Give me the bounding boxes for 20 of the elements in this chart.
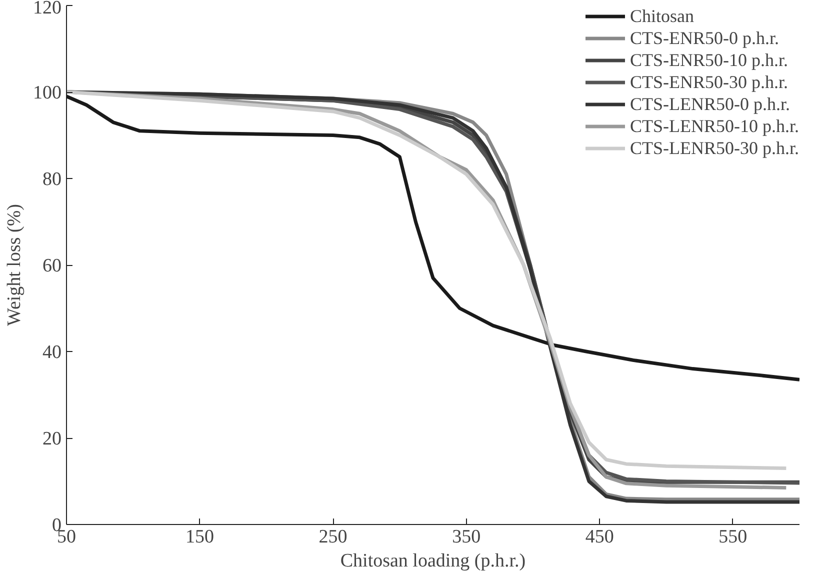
y-tick-label: 80: [42, 169, 62, 190]
x-tick-label: 150: [186, 526, 214, 548]
x-tick-label: 450: [585, 526, 614, 548]
x-tick-label: 250: [318, 526, 348, 548]
y-tick-label: 60: [42, 256, 62, 276]
legend-label: CTS-LENR50-30 p.h.r.: [630, 137, 799, 159]
y-tick-label: 100: [33, 82, 62, 104]
y-axis-title: Weight loss (%): [4, 204, 25, 326]
legend-label: Chitosan: [630, 5, 694, 27]
y-tick-label: 20: [42, 428, 62, 450]
y-tick-label: 40: [42, 342, 62, 363]
legend-label: CTS-ENR50-0 p.h.r.: [630, 27, 780, 49]
legend-label: CTS-ENR50-10 p.h.r.: [630, 49, 788, 71]
y-tick-label: 120: [33, 0, 62, 18]
legend-label: CTS-LENR50-0 p.h.r.: [630, 93, 790, 115]
legend-label: CTS-LENR50-10 p.h.r.: [630, 115, 799, 137]
x-axis-title: Chitosan loading (p.h.r.): [340, 550, 526, 572]
x-tick-label: 550: [718, 526, 748, 548]
x-tick-label: 350: [452, 526, 481, 548]
legend-label: CTS-ENR50-30 p.h.r.: [630, 71, 788, 93]
